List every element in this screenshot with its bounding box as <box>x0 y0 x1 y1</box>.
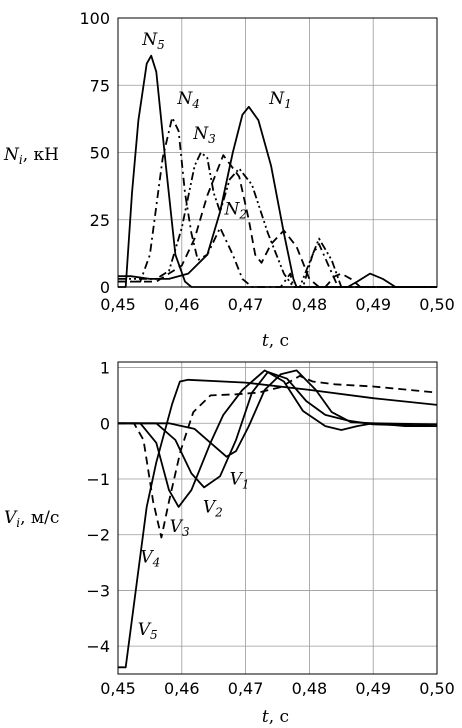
series-line-n5 <box>118 54 437 288</box>
y-tick-label: 50 <box>90 144 110 163</box>
x-tick-label: 0,49 <box>355 295 391 314</box>
y-tick-label: −3 <box>86 581 110 600</box>
x-tick-label: 0,48 <box>292 295 328 314</box>
y-tick-label: 1 <box>100 359 110 378</box>
y-axis-label: Vi, м/с <box>4 508 59 530</box>
series-label-n1: N1 <box>268 89 292 111</box>
series-label-n3: N3 <box>192 124 216 146</box>
x-tick-label: 0,45 <box>100 295 136 314</box>
y-tick-label: −2 <box>86 526 110 545</box>
series-label-v2: V2 <box>203 497 223 519</box>
series-label-n4: N4 <box>176 89 200 111</box>
y-tick-label: 25 <box>90 211 110 230</box>
y-tick-label: −4 <box>86 637 110 656</box>
y-tick-label: 75 <box>90 76 110 95</box>
y-tick-label: 0 <box>100 278 110 297</box>
chart-1: 0,45 0,46 0,47 0,48 0,49 0,50 0 25 50 75 100 N5 N4 N3… <box>3 9 455 351</box>
x-tick-label: 0,48 <box>292 679 328 698</box>
y-tick-label: 0 <box>100 414 110 433</box>
series-label-v4: V4 <box>140 548 160 570</box>
x-tick-label: 0,47 <box>228 679 264 698</box>
series-line-v4 <box>118 375 438 539</box>
series-label-v5: V5 <box>138 620 158 642</box>
x-tick-label: 0,47 <box>228 295 264 314</box>
series-label-n2: N2 <box>224 199 248 221</box>
x-tick-label: 0,50 <box>419 295 455 314</box>
x-tick-label: 0,50 <box>419 679 455 698</box>
x-tick-label: 0,46 <box>164 679 200 698</box>
series-line-n1 <box>118 105 437 288</box>
x-tick-label: 0,45 <box>100 679 136 698</box>
x-tick-label: 0,46 <box>164 295 200 314</box>
series-line-v5 <box>118 378 438 669</box>
y-axis-label: Ni, кН <box>3 145 59 167</box>
series-label-v1: V1 <box>230 470 250 492</box>
plot-frame <box>117 361 438 675</box>
series-line-v3 <box>118 369 438 508</box>
series-line-n2 <box>118 154 437 288</box>
chart-2: 0,45 0,46 0,47 0,48 0,49 0,50 −4 −3 −2 −1 0 1 V1 V2 V3… <box>4 359 455 727</box>
x-tick-label: 0,49 <box>355 679 391 698</box>
series-label-n5: N5 <box>141 30 165 52</box>
x-axis-label: t, с <box>262 707 289 727</box>
series-line-v1 <box>118 369 437 458</box>
x-axis-label: t, с <box>262 331 289 351</box>
series-label-v3: V3 <box>170 517 190 539</box>
y-tick-label: 100 <box>79 9 110 28</box>
y-tick-label: −1 <box>86 470 110 489</box>
